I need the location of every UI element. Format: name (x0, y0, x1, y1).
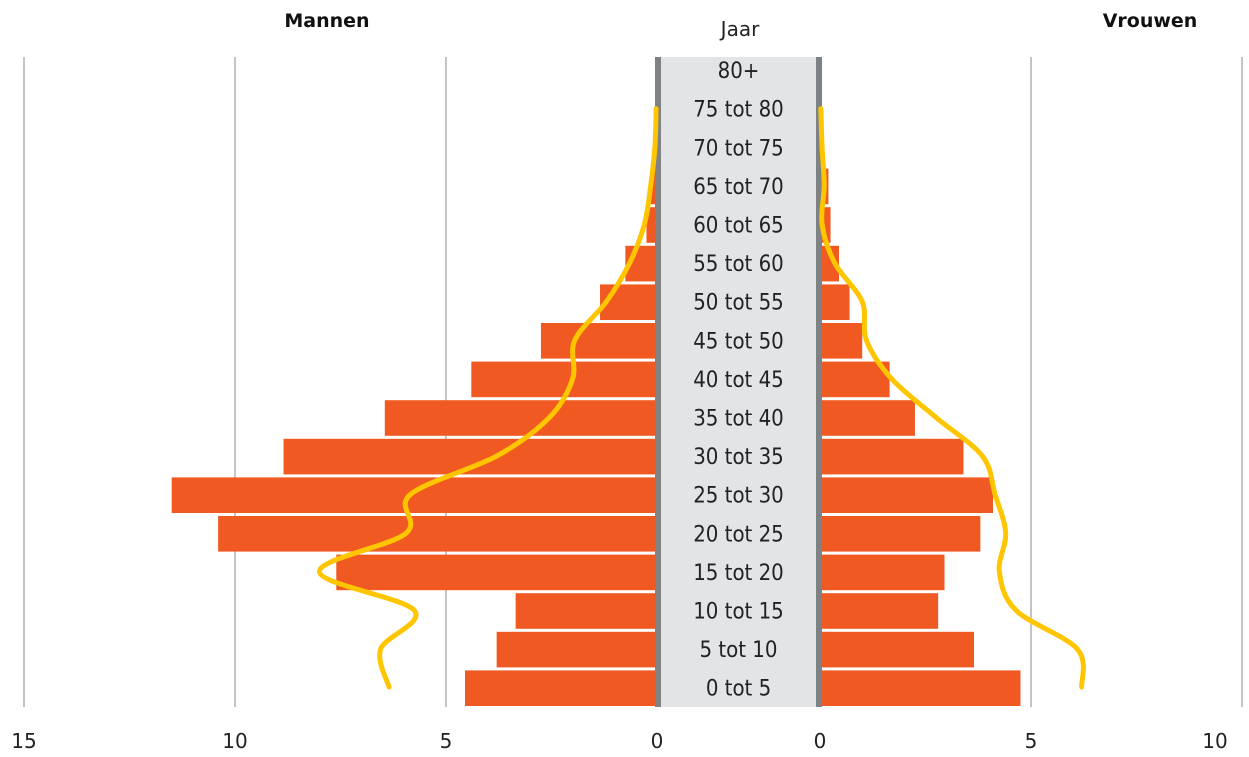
age-label-15: 75 tot 80 (693, 98, 784, 123)
center-band (657, 57, 820, 707)
bar-female-7 (822, 400, 915, 436)
bar-male-2 (515, 593, 655, 629)
x-tick-labels: 15 10 5 0 0 5 10 (11, 729, 1227, 753)
bar-female-0 (822, 670, 1021, 706)
tick-right-10: 10 (1202, 729, 1227, 753)
center-title: Jaar (719, 17, 760, 41)
bar-male-7 (384, 400, 655, 436)
tick-right-5: 5 (1025, 729, 1038, 753)
age-label-10: 50 tot 55 (693, 291, 784, 316)
age-label-0: 0 tot 5 (706, 677, 771, 702)
age-label-13: 65 tot 70 (693, 175, 784, 200)
bar-male-3 (336, 554, 655, 591)
bar-female-5 (822, 477, 994, 513)
tick-left-0: 0 (651, 729, 664, 753)
male-line (316, 106, 659, 690)
age-labels: 0 tot 5 5 tot 10 10 tot 15 15 tot 20 20 tot … (693, 59, 784, 702)
bar-female-2 (822, 593, 939, 629)
bar-female-3 (822, 554, 945, 591)
bar-female-8 (822, 361, 890, 398)
tick-left-10: 10 (222, 729, 247, 753)
bar-female-1 (822, 631, 975, 668)
tick-left-5: 5 (440, 729, 453, 753)
age-label-6: 30 tot 35 (693, 445, 784, 470)
center-band-left-edge (655, 57, 661, 707)
age-label-14: 70 tot 75 (693, 136, 784, 161)
bar-female-10 (822, 284, 850, 320)
bar-female-12 (822, 207, 831, 243)
age-label-2: 10 tot 15 (693, 600, 784, 625)
bar-male-1 (496, 631, 655, 668)
age-label-11: 55 tot 60 (693, 252, 784, 277)
bar-female-6 (822, 438, 964, 475)
bar-male-0 (464, 670, 655, 706)
bar-male-10 (600, 284, 655, 320)
bar-male-4 (218, 516, 655, 552)
center-band-right-edge (816, 57, 822, 707)
bar-male-9 (540, 323, 655, 359)
age-label-5: 25 tot 30 (693, 484, 784, 509)
bar-male-8 (471, 361, 655, 398)
bar-female-4 (822, 516, 981, 552)
bar-female-9 (822, 323, 863, 359)
male-bars (171, 130, 655, 706)
left-title: Mannen (284, 10, 369, 32)
female-line (818, 106, 1086, 690)
age-band (655, 57, 822, 707)
age-label-8: 40 tot 45 (693, 368, 784, 393)
age-label-3: 15 tot 20 (693, 561, 784, 586)
tick-left-15: 15 (11, 729, 36, 753)
tick-right-0: 0 (814, 729, 827, 753)
bar-female-11 (822, 245, 839, 282)
age-label-7: 35 tot 40 (693, 407, 784, 432)
age-label-9: 45 tot 50 (693, 329, 784, 354)
bar-male-12 (646, 207, 655, 243)
age-label-16: 80+ (718, 59, 760, 84)
age-label-1: 5 tot 10 (700, 638, 778, 663)
gridlines (23, 57, 1243, 707)
comparison-lines (316, 106, 1086, 690)
age-label-12: 60 tot 65 (693, 214, 784, 239)
age-label-4: 20 tot 25 (693, 522, 784, 547)
right-title: Vrouwen (1103, 10, 1198, 32)
female-bars (822, 130, 1021, 706)
